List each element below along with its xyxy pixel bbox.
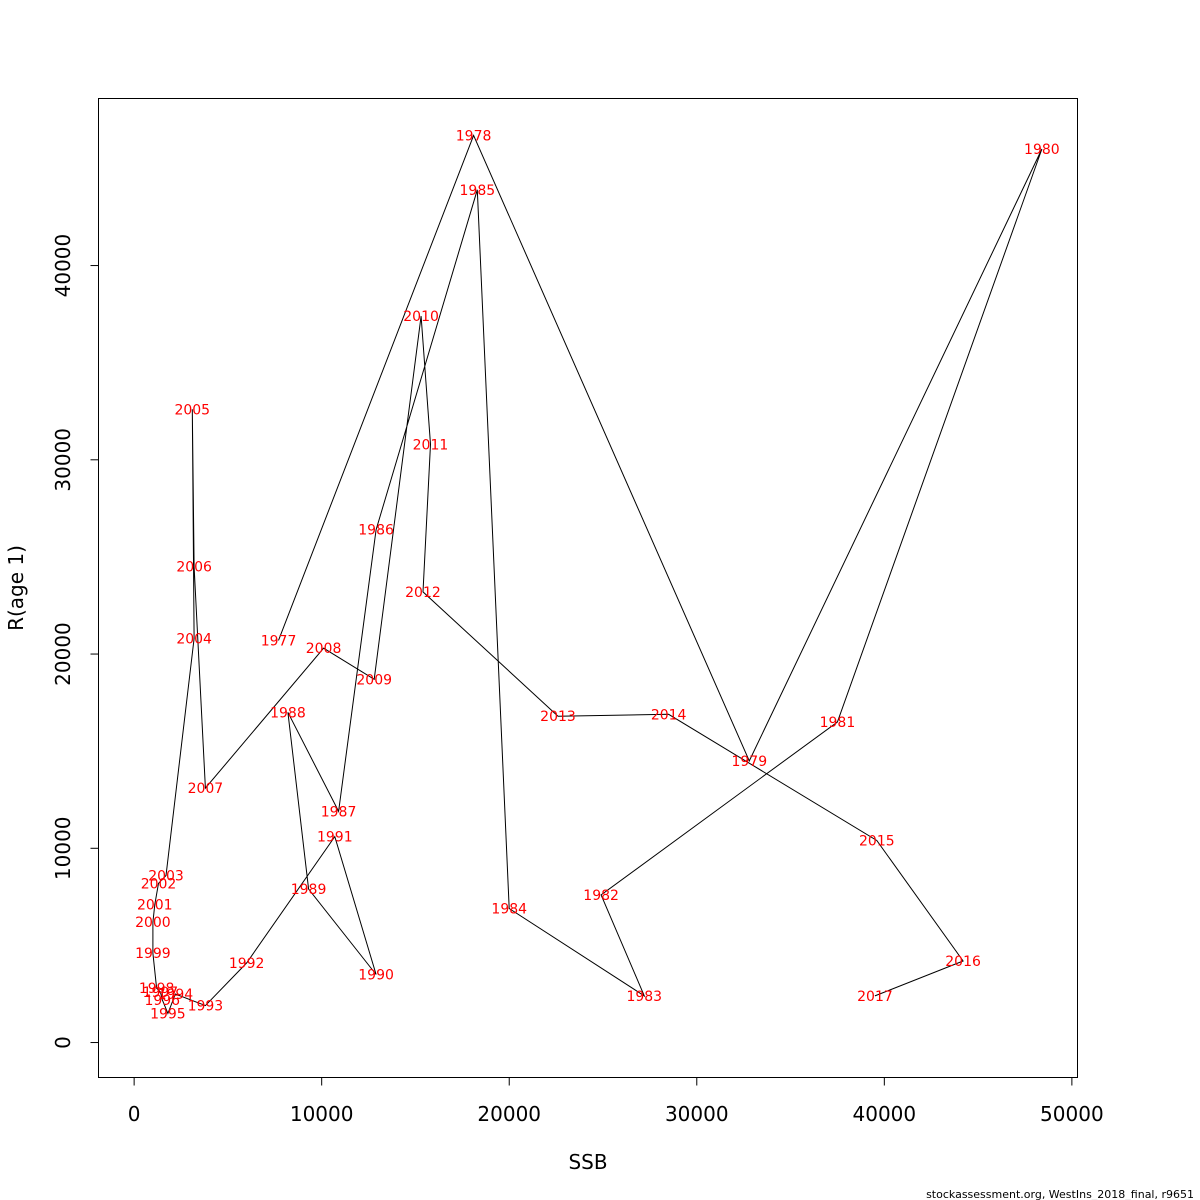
point-label-1993: 1993 [188,999,224,1015]
point-label-1989: 1989 [291,882,327,898]
point-label-1983: 1983 [626,989,662,1005]
x-tick-label: 40000 [853,1102,917,1126]
x-tick-label: 0 [128,1102,141,1126]
y-tick-label: 30000 [51,428,75,492]
y-tick-label: 10000 [51,816,75,880]
point-label-1991: 1991 [317,830,353,846]
point-label-2016: 2016 [945,954,981,970]
point-label-1986: 1986 [358,523,394,539]
point-label-1980: 1980 [1024,142,1060,158]
x-tick-label: 20000 [477,1102,541,1126]
point-label-2007: 2007 [188,781,224,797]
point-label-1994: 1994 [158,987,194,1003]
point-label-1992: 1992 [229,956,265,972]
series-line [152,134,1043,1015]
y-tick-label: 20000 [51,622,75,686]
footer-credit: stockassessment.org, WestIns_2018_final,… [926,1188,1194,1200]
x-tick-label: 30000 [665,1102,729,1126]
point-label-2002: 2002 [141,876,177,892]
point-label-1982: 1982 [583,888,619,904]
x-axis: 0 10000 20000 30000 40000 50000 [128,1077,1104,1126]
point-label-1977: 1977 [261,633,297,649]
point-label-2011: 2011 [413,437,449,453]
point-label-2014: 2014 [651,707,687,723]
point-label-1981: 1981 [820,715,856,731]
plot-frame [98,98,1078,1078]
point-label-1984: 1984 [491,902,527,918]
point-label-1998: 1998 [139,981,175,997]
point-label-1987: 1987 [321,804,357,820]
point-label-2001: 2001 [137,898,173,914]
point-label-2010: 2010 [403,309,439,325]
point-label-1978: 1978 [456,128,492,144]
x-tick-label: 10000 [290,1102,354,1126]
point-label-2003: 2003 [148,868,184,884]
point-label-1999: 1999 [135,946,171,962]
y-tick-label: 0 [51,1036,75,1049]
point-label-2005: 2005 [174,402,210,418]
point-label-1985: 1985 [460,183,496,199]
point-labels: 1977 1978 1979 1980 1981 1982 1983 1984 1985 1986… [135,128,1060,1022]
point-label-1996: 1996 [144,993,180,1009]
point-label-2012: 2012 [405,585,441,601]
point-label-1988: 1988 [270,705,306,721]
point-label-1997: 1997 [143,985,179,1001]
x-axis-title: SSB [568,1150,607,1174]
point-label-2004: 2004 [176,632,212,648]
x-tick-label: 50000 [1040,1102,1104,1126]
y-axis-title: R(age 1) [4,545,28,631]
point-label-2017: 2017 [857,989,893,1005]
y-tick-label: 40000 [51,234,75,298]
point-label-1979: 1979 [731,754,767,770]
point-label-1995: 1995 [150,1006,186,1022]
point-label-2006: 2006 [176,560,212,576]
point-label-2008: 2008 [306,641,342,657]
point-label-2000: 2000 [135,915,171,931]
y-axis: 0 10000 20000 30000 40000 [51,234,99,1049]
point-label-2015: 2015 [859,834,895,850]
point-label-2009: 2009 [356,672,392,688]
point-label-2013: 2013 [540,709,576,725]
point-label-1990: 1990 [358,968,394,984]
